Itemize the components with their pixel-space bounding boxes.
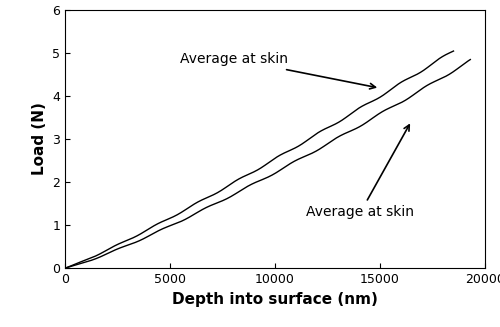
X-axis label: Depth into surface (nm): Depth into surface (nm)	[172, 292, 378, 306]
Text: Average at skin: Average at skin	[180, 52, 376, 89]
Text: Average at skin: Average at skin	[306, 125, 414, 219]
Y-axis label: Load (N): Load (N)	[32, 103, 46, 175]
